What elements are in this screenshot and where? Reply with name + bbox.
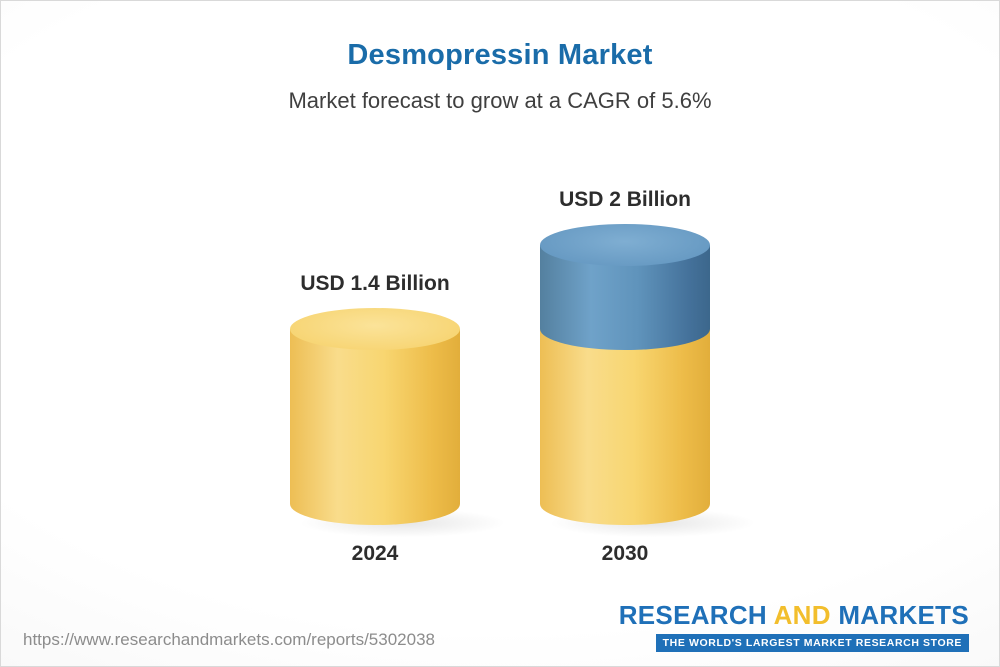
growth-segment-top-face — [540, 224, 710, 266]
value-label-2030: USD 2 Billion — [559, 188, 691, 211]
cylinder-body-base — [290, 329, 460, 525]
cylinder-top-face — [290, 308, 460, 350]
chart-header: Desmopressin Market Market forecast to g… — [1, 39, 999, 114]
logo-word-research: RESEARCH — [618, 600, 768, 630]
cylinder-2030 — [540, 224, 759, 538]
chart-column-2030: USD 2 Billion 2030 — [540, 188, 759, 566]
year-label-2024: 2024 — [351, 542, 399, 565]
logo-word-markets: MARKETS — [838, 600, 969, 630]
value-label-2024: USD 1.4 Billion — [300, 272, 450, 295]
research-and-markets-logo[interactable]: RESEARCH AND MARKETS THE WORLD'S LARGEST… — [619, 600, 969, 652]
year-label-2030: 2030 — [601, 542, 649, 565]
logo-tagline: THE WORLD'S LARGEST MARKET RESEARCH STOR… — [655, 634, 969, 652]
cylinder-2024 — [290, 308, 509, 538]
bar-chart: USD 1.4 Billion 2024 USD 2 Billion 2030 — [1, 151, 999, 566]
chart-column-2024: USD 1.4 Billion 2024 — [290, 272, 509, 566]
page-subtitle: Market forecast to grow at a CAGR of 5.6… — [288, 88, 712, 113]
logo-word-and: AND — [773, 600, 831, 630]
logo-wordmark: RESEARCH AND MARKETS — [619, 600, 969, 631]
source-url-link[interactable]: https://www.researchandmarkets.com/repor… — [23, 630, 435, 649]
page-title: Desmopressin Market — [347, 39, 653, 71]
